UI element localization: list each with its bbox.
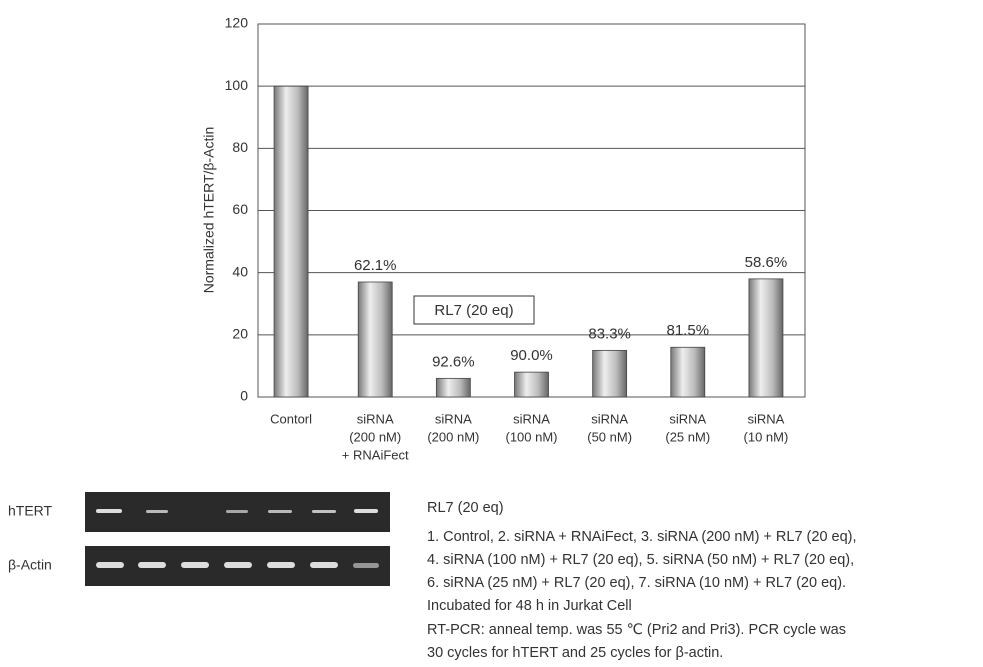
x-tick-label: (200 nM): [349, 429, 401, 444]
caption-line: Incubated for 48 h in Jurkat Cell: [427, 598, 632, 614]
y-tick-label: 80: [232, 139, 248, 155]
x-tick-label: (10 nM): [744, 429, 789, 444]
x-tick-label: siRNA: [435, 411, 472, 426]
bar-annotation: 58.6%: [745, 254, 788, 271]
bar: [671, 347, 705, 397]
x-tick-label: siRNA: [591, 411, 628, 426]
caption-line: 4. siRNA (100 nM) + RL7 (20 eq), 5. siRN…: [427, 552, 854, 568]
x-tick-label: + RNAiFect: [342, 447, 409, 462]
bar-annotation: 83.3%: [588, 325, 631, 342]
y-tick-label: 40: [232, 263, 248, 279]
y-tick-label: 100: [225, 77, 249, 93]
y-tick-label: 20: [232, 326, 248, 342]
figure: Normalized hTERT/β-Actin hTERT β-Actin R…: [0, 0, 983, 667]
bar-annotation: 81.5%: [667, 322, 710, 339]
bar-annotation: 62.1%: [354, 257, 397, 274]
x-tick-label: siRNA: [513, 411, 550, 426]
bar: [749, 279, 783, 397]
caption-line: RL7 (20 eq): [427, 500, 504, 516]
caption-line: RT-PCR: anneal temp. was 55 ℃ (Pri2 and …: [427, 622, 846, 638]
x-tick-label: (100 nM): [505, 429, 557, 444]
y-tick-label: 60: [232, 201, 248, 217]
x-tick-label: siRNA: [669, 411, 706, 426]
bar-annotation: 92.6%: [432, 353, 475, 370]
x-tick-label: (25 nM): [665, 429, 710, 444]
bar: [358, 282, 392, 397]
caption-line: 6. siRNA (25 nM) + RL7 (20 eq), 7. siRNA…: [427, 575, 846, 591]
gel-row-label: β-Actin: [8, 557, 52, 573]
bar-annotation: 90.0%: [510, 347, 553, 364]
x-tick-label: Contorl: [270, 411, 312, 426]
y-tick-label: 120: [225, 15, 249, 31]
y-tick-label: 0: [240, 388, 248, 404]
caption-line: 1. Control, 2. siRNA + RNAiFect, 3. siRN…: [427, 529, 857, 545]
x-tick-label: siRNA: [357, 411, 394, 426]
annotation-box-label: RL7 (20 eq): [434, 302, 513, 319]
gel: hTERT β-Actin: [8, 492, 390, 586]
bar: [274, 86, 308, 397]
x-tick-label: siRNA: [748, 411, 785, 426]
caption: RL7 (20 eq) 1. Control, 2. siRNA + RNAiFe…: [427, 500, 857, 661]
bar: [515, 372, 549, 397]
x-tick-label: (200 nM): [427, 429, 479, 444]
bar: [436, 378, 470, 397]
gel-row-label: hTERT: [8, 503, 53, 519]
caption-line: 30 cycles for hTERT and 25 cycles for β-…: [427, 645, 723, 661]
x-tick-label: (50 nM): [587, 429, 632, 444]
y-axis-label: Normalized hTERT/β-Actin: [201, 127, 217, 294]
bar: [593, 350, 627, 397]
